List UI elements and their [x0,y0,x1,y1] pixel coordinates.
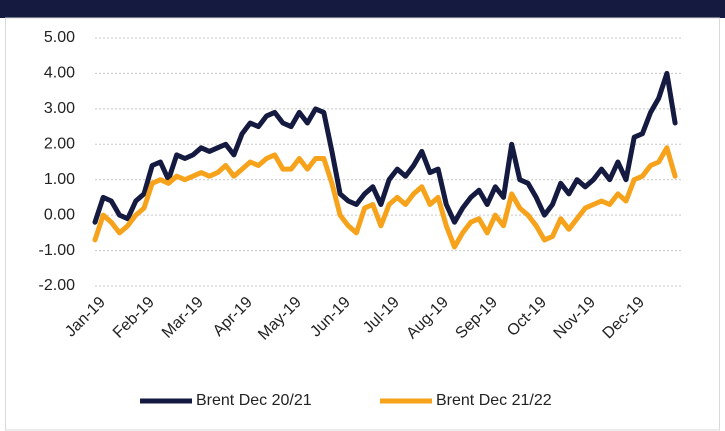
x-tick-label: Jul-19 [360,294,403,337]
x-tick-label: Nov-19 [551,294,600,343]
series-line [92,70,678,225]
legend-label: Brent Dec 20/21 [196,392,312,409]
y-tick-label: -1.00 [39,242,76,259]
y-tick-label: 2.00 [44,136,75,153]
x-tick-label: Mar-19 [159,294,207,342]
x-tick-label: Apr-19 [210,294,256,340]
y-tick-label: -2.00 [39,277,76,294]
legend-label: Brent Dec 21/22 [436,392,552,409]
x-tick-label: Dec-19 [600,294,649,343]
x-tick-label: Jun-19 [307,294,354,341]
y-tick-label: 1.00 [44,171,75,188]
x-tick-label: Sep-19 [452,294,501,343]
chart-frame [5,17,720,431]
y-tick-label: 4.00 [44,65,75,82]
x-tick-label: Oct-19 [504,294,550,340]
x-tick-label: Feb-19 [110,294,158,342]
series-line [92,145,678,250]
y-tick-label: 5.00 [44,29,75,46]
x-tick-label: May-19 [255,294,305,344]
header-band [0,0,725,18]
x-tick-label: Jan-19 [62,294,109,341]
y-tick-label: 0.00 [44,206,75,223]
x-tick-label: Aug-19 [403,294,452,343]
y-tick-label: 3.00 [44,100,75,117]
